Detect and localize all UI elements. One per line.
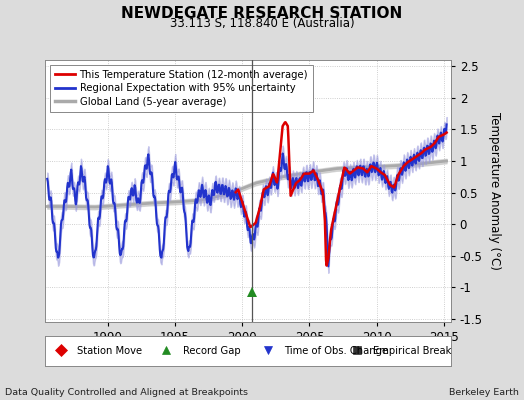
Text: Data Quality Controlled and Aligned at Breakpoints: Data Quality Controlled and Aligned at B… [5, 388, 248, 397]
Y-axis label: Temperature Anomaly (°C): Temperature Anomaly (°C) [488, 112, 501, 270]
Legend: This Temperature Station (12-month average), Regional Expectation with 95% uncer: This Temperature Station (12-month avera… [50, 65, 313, 112]
Text: Empirical Break: Empirical Break [374, 346, 452, 356]
Text: NEWDEGATE RESEARCH STATION: NEWDEGATE RESEARCH STATION [122, 6, 402, 21]
Text: Time of Obs. Change: Time of Obs. Change [284, 346, 388, 356]
Text: 33.113 S, 118.840 E (Australia): 33.113 S, 118.840 E (Australia) [170, 17, 354, 30]
Text: Station Move: Station Move [77, 346, 142, 356]
Text: Berkeley Earth: Berkeley Earth [449, 388, 519, 397]
Text: Record Gap: Record Gap [182, 346, 240, 356]
